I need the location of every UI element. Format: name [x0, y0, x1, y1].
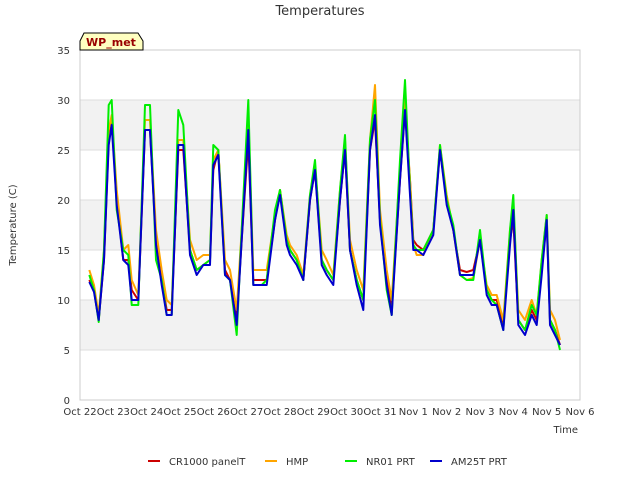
- x-tick-label: Nov 6: [565, 407, 594, 418]
- station-badge: WP_met: [79, 32, 144, 51]
- x-tick-label: Oct 31: [363, 407, 396, 418]
- legend-label: AM25T PRT: [451, 457, 508, 468]
- y-axis-label: Temperature (C): [8, 184, 19, 266]
- x-tick-label: Nov 3: [465, 407, 494, 418]
- x-tick-label: Oct 27: [230, 407, 263, 418]
- x-tick-label: Oct 22: [63, 407, 96, 418]
- badge-label: WP_met: [86, 36, 136, 49]
- y-tick-label: 30: [57, 96, 70, 107]
- series-lines: [88, 79, 561, 351]
- y-tick-label: 35: [57, 46, 70, 57]
- x-tick-label: Nov 4: [499, 407, 528, 418]
- series-line-3: [88, 109, 561, 346]
- x-tick-label: Oct 25: [163, 407, 196, 418]
- band-15-20: [80, 200, 580, 250]
- legend-label: NR01 PRT: [366, 457, 416, 468]
- y-tick-label: 25: [57, 146, 70, 157]
- y-tick-label: 15: [57, 246, 70, 257]
- x-tick-label: Oct 23: [97, 407, 130, 418]
- plot-area: [79, 49, 581, 401]
- legend-label: CR1000 panelT: [169, 457, 246, 468]
- badge-shape: [79, 32, 144, 51]
- y-tick-label: 10: [57, 296, 70, 307]
- y-tick-label: 20: [57, 196, 70, 207]
- legend: CR1000 panelT HMP NR01 PRT AM25T PRT: [148, 457, 508, 468]
- y-tick-label: 5: [64, 346, 70, 357]
- x-tick-label: Nov 1: [399, 407, 428, 418]
- x-axis-label: Time: [553, 425, 578, 436]
- x-tick-label: Oct 30: [330, 407, 363, 418]
- x-tick-label: Oct 29: [297, 407, 330, 418]
- y-tick-label: 0: [64, 396, 70, 407]
- x-tick-label: Nov 5: [532, 407, 561, 418]
- x-axis-ticks: Oct 22 Oct 23 Oct 24 Oct 25 Oct 26 Oct 27 Oct …: [63, 407, 594, 418]
- y-axis-ticks: 0 5 10 15 20 25 30 35: [57, 46, 70, 407]
- chart-title: Temperatures: [274, 4, 364, 19]
- x-tick-label: Oct 26: [197, 407, 230, 418]
- legend-label: HMP: [286, 457, 308, 468]
- x-tick-label: Oct 24: [130, 407, 163, 418]
- band-25-30: [80, 100, 580, 150]
- x-tick-label: Oct 28: [263, 407, 296, 418]
- x-tick-label: Nov 2: [432, 407, 461, 418]
